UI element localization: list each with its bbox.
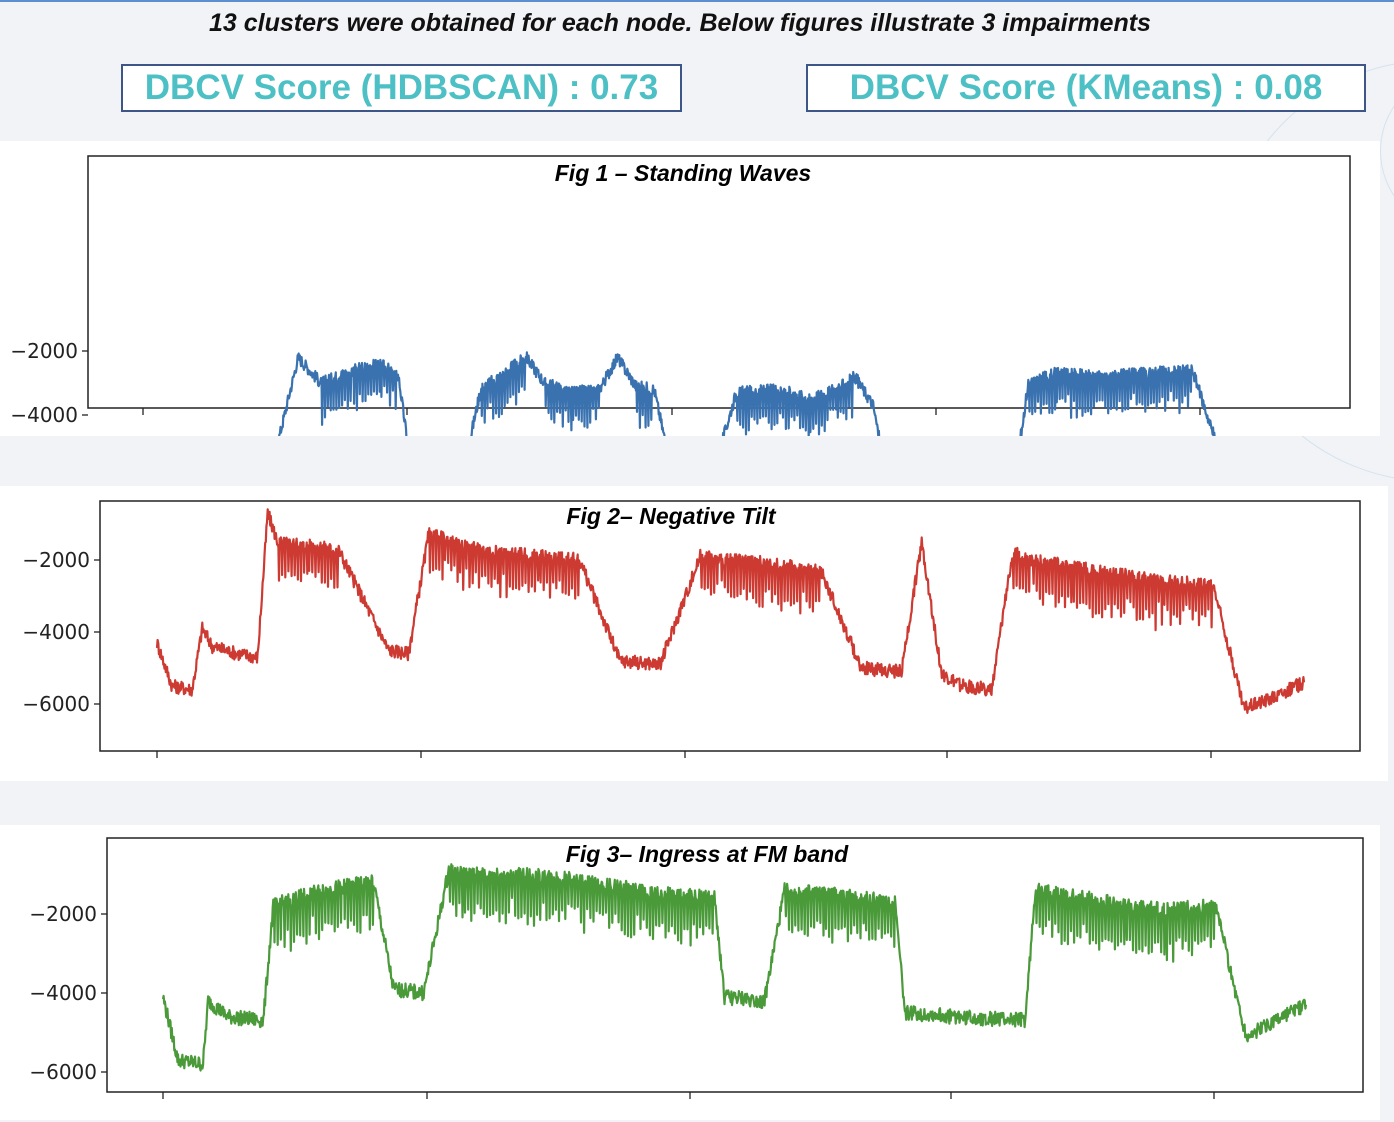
series-line <box>155 508 1306 714</box>
top-accent-rule <box>0 0 1394 2</box>
page-title: 13 clusters were obtained for each node.… <box>209 9 1151 37</box>
y-tick-label: −2000 <box>22 548 90 572</box>
series-line <box>278 351 1217 436</box>
fig3-chart: −2000 −4000 −6000 <box>29 837 1364 1099</box>
y-tick-label: −2000 <box>10 339 78 363</box>
fig3-title: Fig 3– Ingress at FM band <box>565 841 849 867</box>
y-tick-label: −4000 <box>22 620 90 644</box>
fig3-panel: −2000 −4000 −6000 Fig 3– Ingress at FM ban… <box>0 825 1380 1120</box>
fig1-panel: −2000−4000−6000−8000 Fig 1 – Standing Wa… <box>0 141 1380 436</box>
series-line <box>161 863 1308 1072</box>
plot-frame <box>99 500 1361 752</box>
plot-frame <box>87 155 1351 409</box>
y-tick-label: −4000 <box>10 403 78 427</box>
fig2-title: Fig 2– Negative Tilt <box>566 503 776 529</box>
fig2-panel: −2000 −4000 −6000 Fig 2– Negative Tilt <box>0 486 1388 781</box>
hdbscan-score-box: DBCV Score (HDBSCAN) : 0.73 <box>121 64 682 112</box>
fig2-chart: −2000 −4000 −6000 <box>22 500 1361 758</box>
fig1-chart: −2000−4000−6000−8000 <box>10 155 1351 436</box>
plot-frame <box>106 837 1364 1093</box>
y-tick-label: −4000 <box>29 981 97 1005</box>
fig1-title: Fig 1 – Standing Waves <box>554 160 812 186</box>
y-tick-label: −6000 <box>29 1060 97 1084</box>
y-tick-label: −2000 <box>29 902 97 926</box>
kmeans-score-box: DBCV Score (KMeans) : 0.08 <box>806 64 1366 112</box>
y-tick-label: −6000 <box>22 692 90 716</box>
